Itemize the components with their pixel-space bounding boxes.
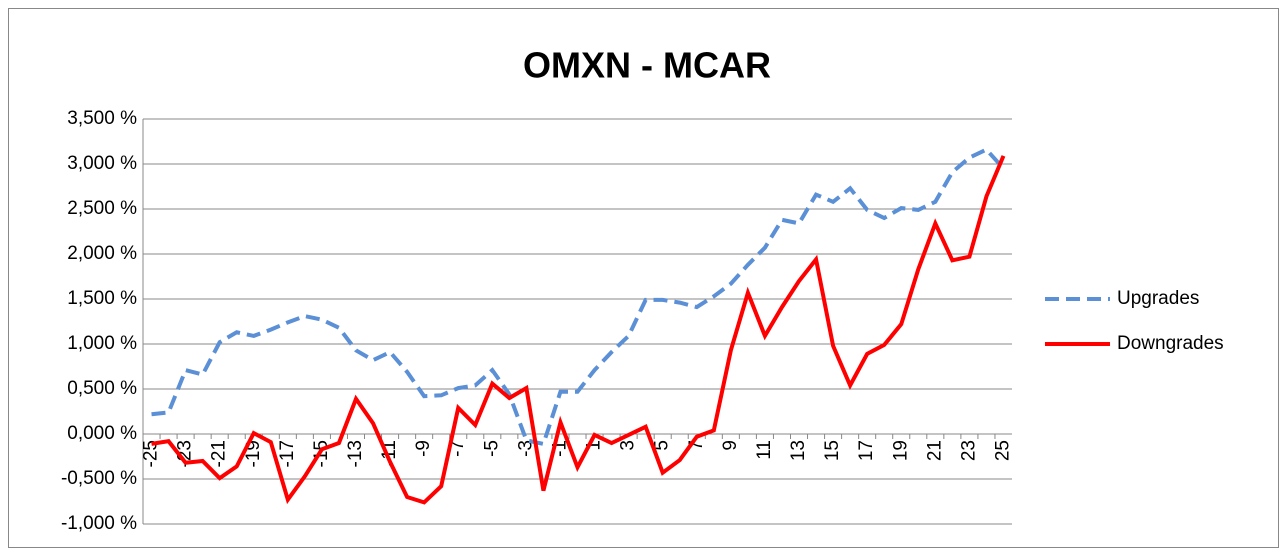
legend-label: Upgrades xyxy=(1117,288,1199,309)
x-tick-label: 15 xyxy=(822,440,843,461)
x-tick-label: -5 xyxy=(481,440,502,457)
x-tick-label: 5 xyxy=(652,440,673,451)
series-line xyxy=(151,147,1005,447)
x-tick-label: 3 xyxy=(618,440,639,451)
y-tick-label: 2,000 % xyxy=(67,243,137,264)
x-tick-label: -21 xyxy=(209,440,230,467)
x-tick-label: 17 xyxy=(856,440,877,461)
chart-border xyxy=(8,8,1279,548)
x-tick-label: -9 xyxy=(413,440,434,457)
y-tick-label: -0,500 % xyxy=(61,468,137,489)
x-tick-label: 1 xyxy=(584,440,605,451)
y-tick-label: 0,500 % xyxy=(67,378,137,399)
x-tick-label: 13 xyxy=(788,440,809,461)
x-tick-label: -25 xyxy=(141,440,162,467)
x-tick-label: 7 xyxy=(686,440,707,451)
y-tick-label: 2,500 % xyxy=(67,198,137,219)
y-tick-label: 0,000 % xyxy=(67,423,137,444)
x-tick-label: -3 xyxy=(515,440,536,457)
x-tick-label: 11 xyxy=(754,440,775,460)
y-tick-label: -1,000 % xyxy=(61,513,137,534)
y-tick-label: 3,000 % xyxy=(67,153,137,174)
y-tick-label: 1,500 % xyxy=(67,288,137,309)
series-line xyxy=(151,155,1006,505)
x-tick-label: 21 xyxy=(924,440,945,461)
x-tick-label: -13 xyxy=(345,440,366,467)
chart-title: OMXN - MCAR xyxy=(523,45,771,86)
x-tick-label: 23 xyxy=(958,440,979,461)
x-tick-label: 25 xyxy=(992,440,1013,461)
y-tick-label: 1,000 % xyxy=(67,333,137,354)
y-tick-label: 3,500 % xyxy=(67,108,137,129)
x-tick-label: 9 xyxy=(720,440,741,451)
legend-label: Downgrades xyxy=(1117,333,1224,354)
x-tick-label: 19 xyxy=(890,440,911,461)
x-tick-label: -17 xyxy=(277,440,298,467)
x-tick-label: -7 xyxy=(447,440,468,457)
